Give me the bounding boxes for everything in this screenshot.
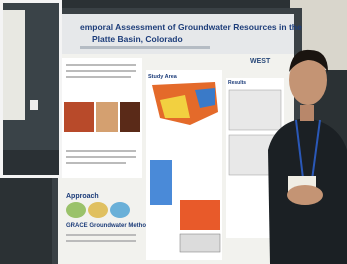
logo: WEST [250,58,271,65]
inset-cup [30,100,38,110]
diagram-node [66,202,86,218]
section-heading: GRACE Groundwater Methods [66,223,154,229]
figure [150,160,172,205]
photo [96,102,118,132]
poster-title: Platte Basin, Colorado [92,34,183,44]
inset-floor [3,150,59,175]
section-heading: Approach [66,193,99,200]
diagram-node [110,202,130,218]
photo [120,102,140,132]
poster-title: emporal Assessment of Groundwater Resour… [80,22,302,32]
text-lines [66,162,126,164]
inset-poster [3,10,25,120]
figure [229,90,281,130]
text-lines [66,70,136,72]
figure [180,234,220,252]
section-heading: Study Area [148,74,178,80]
text-lines [66,64,136,66]
authors [80,46,210,49]
section-heading: Results [228,80,246,86]
text-lines [66,156,136,158]
text-lines [66,150,136,152]
diagram-node [88,202,108,218]
photo [64,102,94,132]
person-neck [300,105,314,121]
figure [180,200,220,230]
page: emporal Assessment of Groundwater Resour… [0,0,347,264]
text-lines [66,240,136,242]
scene: emporal Assessment of Groundwater Resour… [0,0,347,264]
text-lines [66,76,131,78]
person-hand [287,185,323,205]
text-lines [66,234,136,236]
